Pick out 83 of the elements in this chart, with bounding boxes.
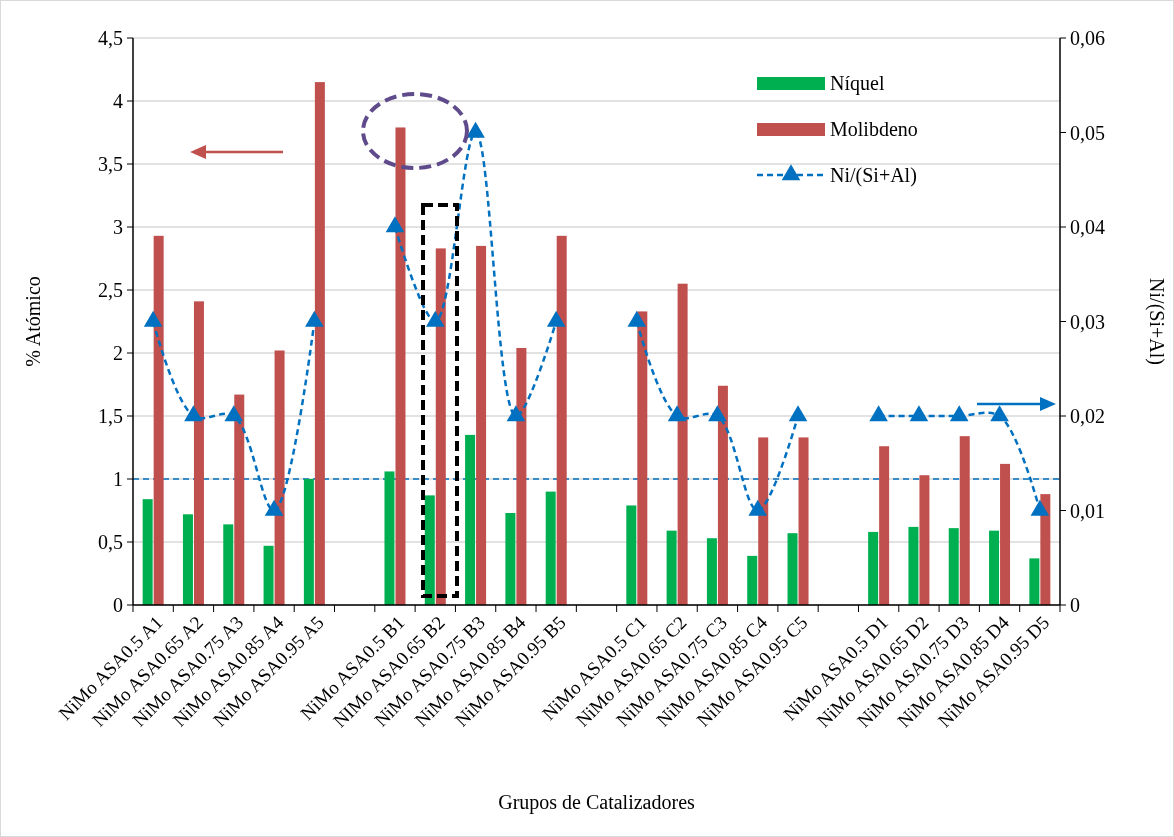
point (949, 405, 969, 422)
point (1030, 499, 1050, 516)
point (466, 121, 485, 138)
bar (989, 530, 1000, 605)
bar (717, 385, 728, 605)
bar (879, 446, 890, 605)
bar (758, 437, 769, 605)
bar (637, 311, 648, 605)
bar (959, 436, 970, 605)
bar (274, 350, 285, 605)
point (506, 405, 526, 422)
point (184, 405, 203, 422)
bar (1040, 494, 1051, 605)
y-tick-label: 2,5 (98, 279, 123, 301)
bar (193, 301, 204, 605)
point (143, 310, 163, 327)
x-axis-title: Grupos de Catalizadores (498, 791, 696, 814)
bar (303, 479, 314, 605)
y-tick-label: 2 (113, 342, 123, 364)
bar (153, 235, 164, 605)
y2-tick-label: 0,02 (1070, 405, 1105, 427)
y2-axis-title: Ni/(Si+Al) (1145, 278, 1168, 365)
bar (424, 495, 435, 605)
bar (476, 245, 487, 605)
y-tick-label: 3,5 (98, 153, 123, 175)
y-tick-label: 4 (113, 90, 123, 112)
bar (677, 283, 688, 605)
point (990, 405, 1009, 422)
point (708, 405, 727, 422)
bar (747, 555, 758, 605)
bar (395, 127, 406, 605)
y-tick-label: 0,5 (98, 531, 123, 553)
y2-tick-label: 0,01 (1070, 499, 1105, 522)
point (748, 499, 768, 516)
bar (626, 505, 637, 605)
bar (234, 394, 245, 605)
point (667, 405, 687, 422)
bar (545, 491, 556, 605)
bar (1029, 558, 1040, 605)
bar (908, 526, 919, 605)
y2-tick-label: 0,03 (1070, 310, 1105, 333)
bar (314, 82, 325, 605)
bar (787, 533, 798, 605)
y-tick-label: 3 (113, 216, 123, 238)
bar (505, 513, 516, 605)
legend-label: Molibdeno (830, 118, 918, 140)
y2-tick-label: 0 (1070, 594, 1080, 616)
y-axis-title: % Atómico (22, 276, 44, 367)
bar (263, 545, 274, 605)
y2-tick-label: 0,05 (1070, 121, 1105, 144)
bar (948, 528, 959, 605)
y-tick-label: 1,5 (98, 405, 123, 427)
point (305, 310, 324, 327)
bar (919, 475, 930, 605)
point (869, 405, 888, 422)
y-tick-label: 0 (113, 594, 123, 616)
y-tick-label: 1 (113, 468, 123, 490)
y-tick-label: 4,5 (98, 27, 123, 49)
point (264, 499, 284, 516)
y2-tick-label: 0,06 (1070, 27, 1105, 49)
point (546, 310, 566, 327)
bar (465, 434, 476, 605)
bar (556, 235, 567, 605)
bar (142, 499, 153, 605)
point (788, 405, 808, 422)
point (224, 405, 244, 422)
bar (384, 471, 395, 605)
point (425, 310, 445, 327)
point (385, 216, 405, 233)
bar (798, 437, 809, 605)
bar (1000, 463, 1011, 605)
bar (666, 530, 677, 605)
bar (706, 538, 717, 605)
legend-label: Ni/(Si+Al) (830, 164, 917, 187)
bar (516, 347, 527, 605)
point (909, 405, 929, 422)
y2-tick-label: 0,04 (1070, 216, 1105, 238)
legend-label: Níquel (830, 72, 885, 95)
bar (435, 248, 446, 605)
bar (868, 531, 879, 605)
bar (223, 524, 234, 605)
point (627, 310, 647, 327)
bar (182, 514, 193, 605)
